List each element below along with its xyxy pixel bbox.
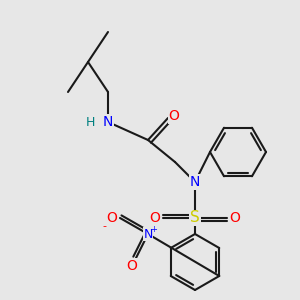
Text: O: O [106, 211, 117, 225]
Text: O: O [230, 211, 240, 225]
Text: S: S [190, 211, 200, 226]
Text: N: N [143, 227, 153, 241]
Text: +: + [151, 224, 158, 233]
Text: O: O [150, 211, 160, 225]
Text: -: - [102, 221, 106, 231]
Text: O: O [127, 259, 137, 273]
Text: N: N [190, 175, 200, 189]
Text: H: H [85, 116, 95, 128]
Text: O: O [169, 109, 179, 123]
Text: N: N [103, 115, 113, 129]
